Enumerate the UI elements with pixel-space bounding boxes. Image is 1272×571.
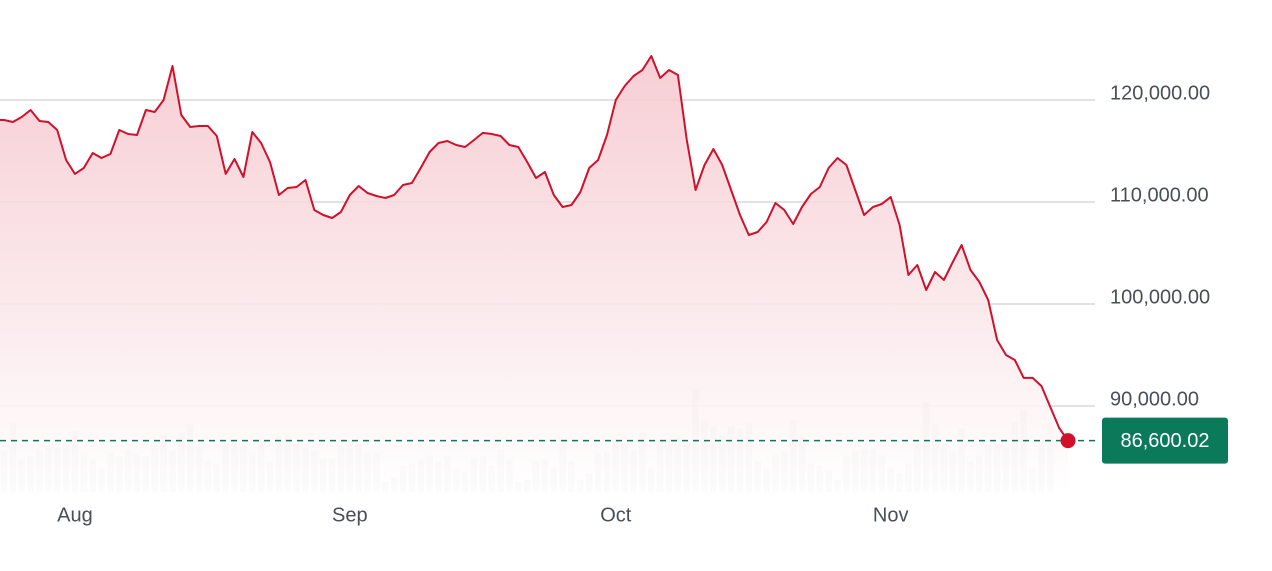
- x-tick-label: Nov: [873, 504, 909, 526]
- y-tick-label: 110,000.00: [1110, 184, 1209, 206]
- current-price-tag: [1102, 417, 1228, 464]
- x-tick-label: Aug: [57, 504, 93, 526]
- price-area: [0, 56, 1068, 492]
- price-line: [0, 55, 1069, 442]
- y-tick-label: 100,000.00: [1110, 286, 1210, 308]
- last-point: [1060, 433, 1076, 449]
- x-tick-label: Sep: [332, 504, 368, 526]
- current-price-label: 86,600.02: [1121, 430, 1210, 452]
- x-tick-label: Oct: [600, 504, 632, 526]
- y-tick-label: 90,000.00: [1110, 388, 1199, 410]
- y-tick-label: 120,000.00: [1110, 82, 1210, 104]
